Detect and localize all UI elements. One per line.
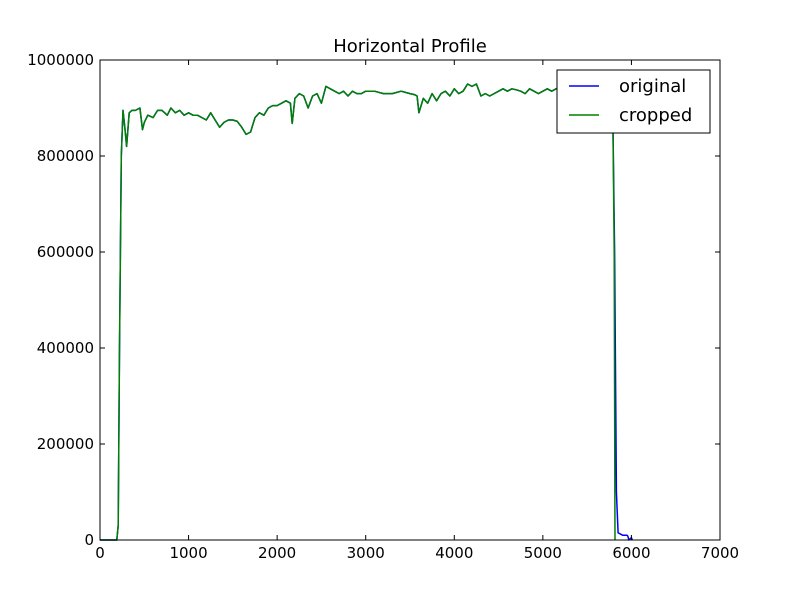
x-tick-label: 5000 [524,544,562,562]
y-tick-label: 0 [84,531,94,549]
y-tick-label: 200000 [37,435,94,453]
legend-label-original: original [619,76,686,97]
tick-layer: 0 1000 2000 3000 4000 5000 6000 7000 0 200000 4000… [27,51,739,562]
x-tick-label: 6000 [612,544,650,562]
legend-box [556,69,711,134]
legend: original cropped [556,69,711,134]
y-tick-label: 600000 [37,243,94,261]
y-tick-label: 1000000 [27,51,94,69]
x-tick-label: 2000 [258,544,296,562]
y-tick-label: 400000 [37,339,94,357]
x-tick-label: 0 [95,544,105,562]
y-tick-label: 800000 [37,147,94,165]
x-tick-label: 7000 [701,544,739,562]
series-line-cropped [100,83,616,541]
legend-label-cropped: cropped [619,105,692,126]
x-tick-label: 1000 [169,544,207,562]
series-layer [100,83,634,541]
x-tick-label: 3000 [347,544,385,562]
x-tick-label: 4000 [435,544,473,562]
plot-area-frame [99,59,721,541]
chart-title: Horizontal Profile [333,36,487,57]
